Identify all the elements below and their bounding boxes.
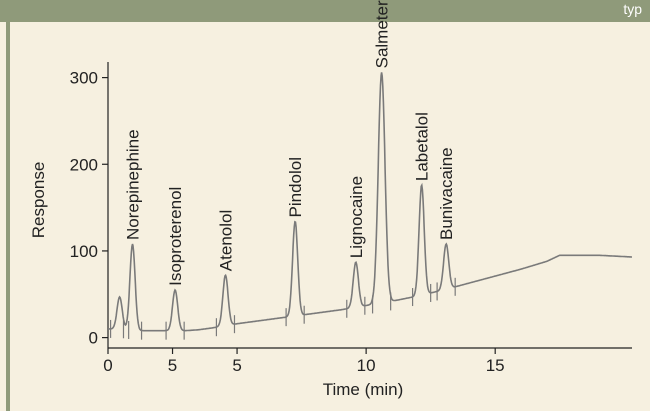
y-axis-title: Response (29, 162, 48, 239)
peak-label: Pindolol (286, 157, 305, 218)
left-border-rule (6, 22, 10, 411)
peak-label: Isoproterenol (166, 187, 185, 286)
trace-layer (108, 72, 632, 340)
header-band: typ (0, 0, 650, 22)
x-tick-label: 5 (232, 356, 241, 375)
x-tick-label: 5 (168, 356, 177, 375)
peak-label-layer: Norepinephine Isoproterenol Atenolol Pindol… (124, 0, 457, 286)
x-tick-label: 0 (103, 356, 112, 375)
peak-label: Bunivacaine (437, 147, 456, 240)
peak-label: Lignocaine (347, 176, 366, 258)
x-axis-title: Time (min) (323, 380, 404, 399)
x-tick-label: 15 (486, 356, 505, 375)
peak-label: Norepinephine (124, 129, 143, 240)
x-tick-label: 10 (357, 356, 376, 375)
peak-label: Salmeterol (373, 0, 392, 68)
chromatogram-trace (108, 72, 632, 332)
y-tick-label: 100 (70, 242, 98, 261)
chart-axes: 0 100 200 300 0 5 5 10 15 (70, 62, 632, 375)
y-tick-label: 0 (89, 329, 98, 348)
peak-label: Atenolol (216, 210, 235, 271)
y-tick-label: 300 (70, 69, 98, 88)
peak-label: Labetalol (413, 112, 432, 181)
y-tick-label: 200 (70, 155, 98, 174)
header-text: typ (623, 1, 642, 17)
